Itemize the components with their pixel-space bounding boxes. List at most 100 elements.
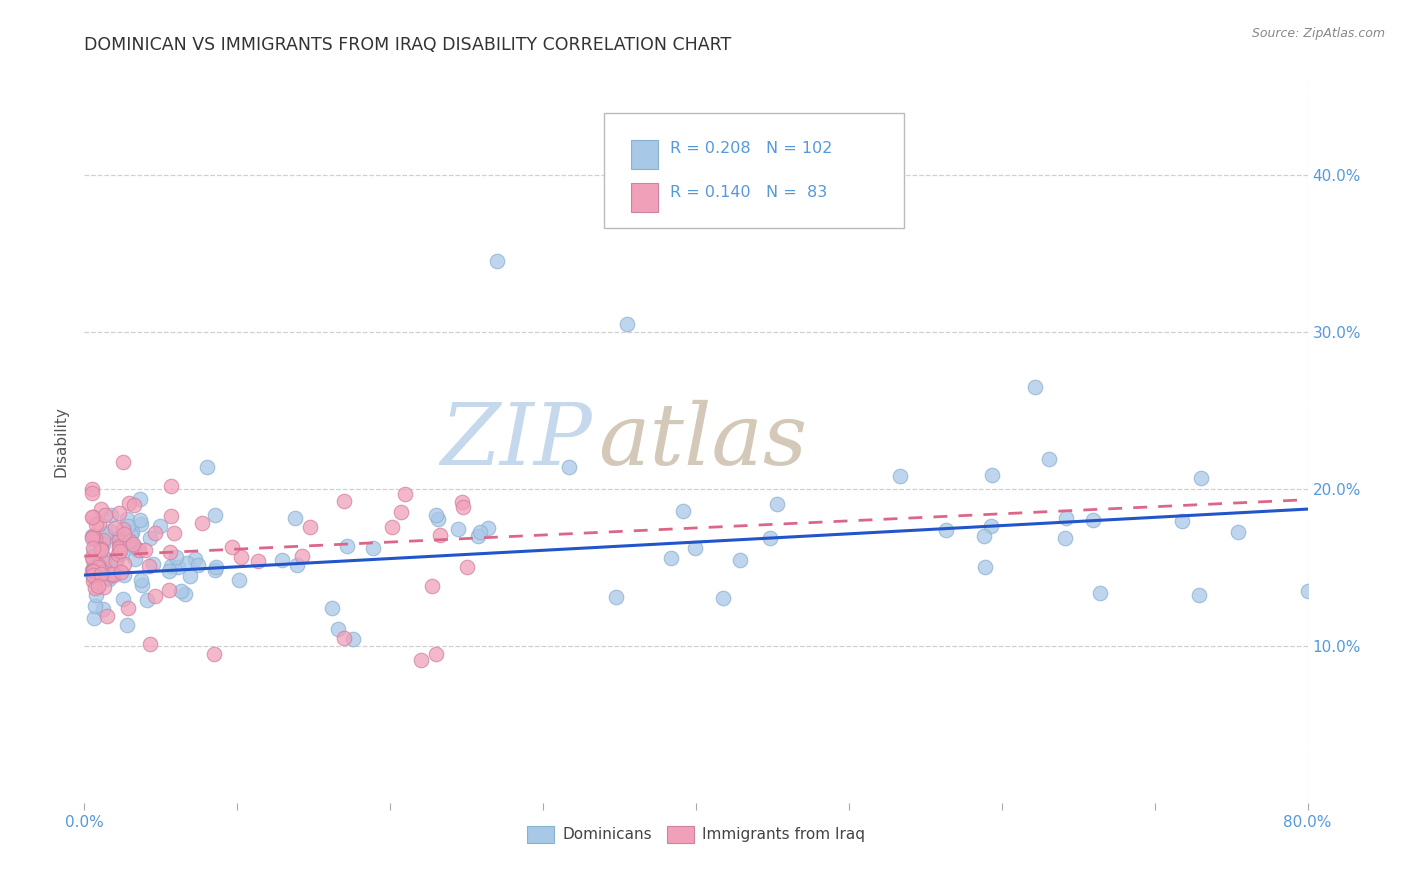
Point	[82, 510, 104, 524]
Point	[112, 567, 135, 582]
Point	[96, 570, 118, 584]
Text: Source: ZipAtlas.com: Source: ZipAtlas.com	[1251, 27, 1385, 40]
Point	[124, 551, 146, 566]
Point	[389, 506, 412, 520]
Point	[83, 599, 105, 613]
Point	[103, 558, 125, 573]
Point	[103, 567, 125, 582]
Point	[284, 511, 307, 525]
Point	[82, 529, 104, 543]
Point	[1054, 532, 1077, 546]
Point	[195, 459, 218, 474]
Point	[127, 541, 149, 556]
Point	[90, 554, 112, 568]
Point	[100, 567, 122, 582]
Point	[228, 573, 250, 587]
Point	[167, 560, 190, 574]
Point	[117, 518, 139, 533]
Point	[291, 549, 314, 564]
Point	[477, 521, 499, 535]
Point	[82, 541, 104, 556]
Point	[409, 653, 432, 667]
Point	[160, 508, 183, 523]
Point	[336, 539, 359, 553]
Point	[558, 459, 581, 474]
Point	[84, 517, 107, 532]
Point	[299, 519, 322, 533]
Point	[456, 560, 478, 574]
Point	[342, 632, 364, 646]
Point	[766, 497, 789, 511]
Point	[112, 527, 135, 541]
Point	[108, 532, 131, 546]
Point	[131, 573, 153, 587]
Point	[91, 565, 114, 579]
Point	[231, 550, 253, 565]
Point	[713, 591, 735, 606]
Point	[107, 541, 129, 556]
Point	[94, 508, 117, 522]
Point	[98, 572, 121, 586]
Point	[1038, 451, 1060, 466]
Point	[285, 558, 308, 572]
Y-axis label: Disability: Disability	[53, 406, 69, 477]
Point	[361, 541, 384, 555]
Point	[82, 568, 104, 582]
Point	[321, 600, 343, 615]
Point	[105, 554, 128, 568]
Point	[420, 579, 443, 593]
Text: DOMINICAN VS IMMIGRANTS FROM IRAQ DISABILITY CORRELATION CHART: DOMINICAN VS IMMIGRANTS FROM IRAQ DISABI…	[84, 36, 731, 54]
Point	[80, 486, 103, 500]
Point	[80, 531, 103, 545]
Point	[1088, 586, 1111, 600]
Point	[89, 541, 111, 556]
Point	[134, 543, 156, 558]
Point	[83, 542, 105, 557]
Point	[82, 574, 104, 588]
Point	[143, 525, 166, 540]
Point	[191, 516, 214, 531]
Point	[160, 479, 183, 493]
Point	[82, 528, 104, 542]
Point	[117, 618, 139, 632]
Point	[80, 510, 103, 524]
Point	[111, 455, 134, 469]
Point	[333, 494, 356, 508]
Point	[117, 601, 139, 615]
Point	[447, 522, 470, 536]
Point	[1188, 588, 1211, 602]
Point	[86, 579, 108, 593]
Point	[672, 504, 695, 518]
Point	[120, 527, 142, 541]
Point	[122, 539, 145, 553]
Point	[121, 537, 143, 551]
Point	[333, 631, 356, 645]
Point	[451, 500, 474, 515]
Point	[139, 637, 162, 651]
Point	[94, 527, 117, 541]
Point	[129, 513, 152, 527]
Point	[93, 555, 115, 569]
Point	[87, 560, 110, 574]
Point	[118, 496, 141, 510]
Point	[187, 558, 209, 573]
Point	[87, 517, 110, 532]
Point	[90, 566, 112, 581]
Point	[429, 527, 451, 541]
Point	[105, 532, 128, 546]
Point	[90, 502, 112, 516]
Point	[974, 559, 997, 574]
Point	[730, 553, 752, 567]
Point	[1189, 471, 1212, 485]
Point	[86, 560, 108, 574]
Point	[467, 529, 489, 543]
Point	[176, 556, 198, 570]
Point	[90, 541, 112, 555]
Point	[82, 564, 104, 578]
Point	[82, 564, 104, 578]
Point	[184, 551, 207, 566]
Point	[93, 537, 115, 551]
Point	[685, 541, 707, 555]
Point	[143, 589, 166, 603]
Point	[128, 542, 150, 557]
